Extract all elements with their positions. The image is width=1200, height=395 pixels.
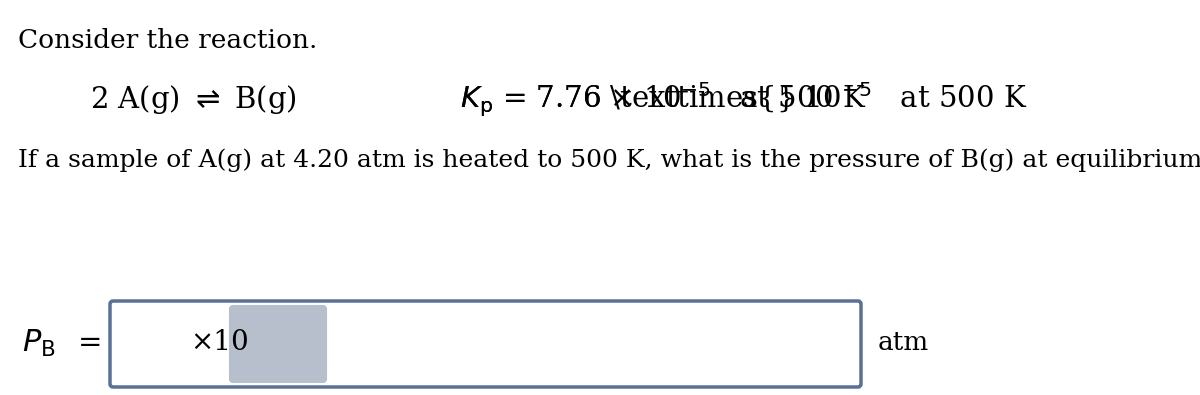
Text: atm: atm (878, 331, 929, 356)
FancyBboxPatch shape (230, 306, 326, 382)
Text: =: = (78, 329, 102, 357)
Text: $P_{\mathrm{B}}$: $P_{\mathrm{B}}$ (22, 327, 55, 359)
Text: $K_{\rm p}$ = 7.76 \texttimes{} 10$^{-5}$   at 500 K: $K_{\rm p}$ = 7.76 \texttimes{} 10$^{-5}… (460, 81, 1027, 119)
Text: 2 A(g) $\rightleftharpoons$ B(g): 2 A(g) $\rightleftharpoons$ B(g) (90, 83, 296, 117)
Text: $K_{\mathrm{p}}$ = 7.76 × 10$^{-5}$   at 500 K: $K_{\mathrm{p}}$ = 7.76 × 10$^{-5}$ at 5… (460, 81, 866, 119)
FancyBboxPatch shape (110, 301, 862, 387)
Text: Consider the reaction.: Consider the reaction. (18, 28, 317, 53)
Text: ×10: ×10 (190, 329, 248, 357)
Text: If a sample of A(g) at 4.20 atm is heated to 500 K, what is the pressure of B(g): If a sample of A(g) at 4.20 atm is heate… (18, 148, 1200, 172)
